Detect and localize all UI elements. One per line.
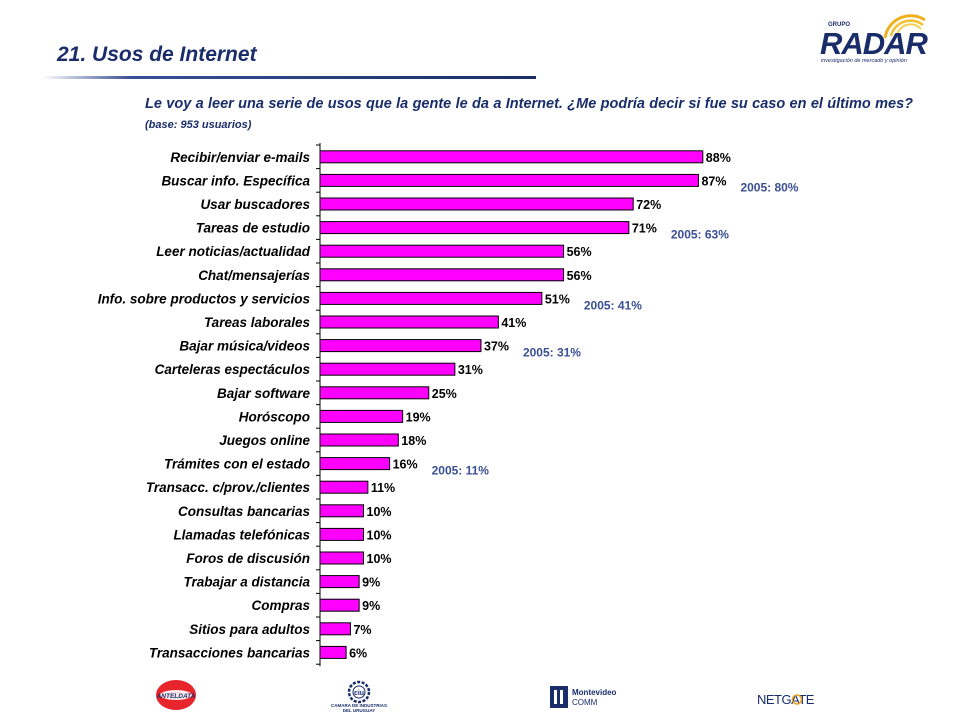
category-label: Recibir/enviar e-mails [170,150,310,165]
category-label: Compras [251,598,310,613]
bar [319,527,364,541]
category-label: Transacciones bancarias [149,645,311,660]
netgate-text: NETGATE [757,692,815,707]
category-label: Carteleras espectáculos [155,362,311,377]
anteldata-text: ANTELDATA [156,693,196,700]
montevideo-line1: Montevideo [572,688,617,697]
question-base: (base: 953 usuarios) [145,119,252,131]
value-label: 10% [367,505,392,519]
value-label: 51% [545,292,570,306]
bar [319,221,630,235]
category-label: Llamadas telefónicas [173,527,310,542]
comparison-2005-label: 2005: 63% [671,228,729,242]
category-label: Trámites con el estado [164,457,310,472]
radar-tagline: investigación de mercado y opinión [821,58,907,64]
title-underline [42,76,536,79]
category-label: Foros de discusión [186,551,310,566]
ciu-text: CAMARA DE INDUSTRIAS DEL URUGUAY [330,703,388,713]
comparison-2005-label: 2005: 11% [432,464,490,478]
value-label: 6% [349,646,367,660]
bar [319,575,360,589]
category-label: Leer noticias/actualidad [156,244,311,259]
bar [319,433,399,447]
bar [319,480,369,494]
bar [319,598,360,612]
category-label: Chat/mensajerías [198,268,310,283]
radar-group-label: GRUPO [828,22,851,28]
category-label: Buscar info. Específica [161,173,310,188]
bar [319,339,482,353]
montevideo-line2: COMM [572,698,598,707]
value-label: 25% [432,387,457,401]
value-label: 10% [367,528,392,542]
ciu-mark: ciu [354,690,364,697]
category-label: Tareas laborales [204,315,311,330]
slide-title: 21. Usos de Internet [57,43,257,66]
value-label: 41% [501,316,526,330]
value-label: 9% [362,599,380,613]
bar [319,457,391,471]
value-label: 87% [701,174,726,188]
comparison-2005-label: 2005: 41% [584,298,642,312]
comparison-2005-label: 2005: 31% [523,346,581,360]
bar [319,504,364,518]
bar [319,362,456,376]
category-label: Juegos online [219,433,310,448]
bar [319,197,634,211]
ciu-logo: ciu CAMARA DE INDUSTRIAS DEL URUGUAY [328,678,390,718]
bar [319,551,364,565]
anteldata-logo: ANTELDATA [155,678,197,718]
value-label: 72% [636,198,661,212]
value-label: 56% [567,245,592,259]
bar [319,173,699,187]
category-label: Sitios para adultos [189,622,310,637]
value-label: 16% [393,458,418,472]
category-label: Tareas de estudio [196,221,310,236]
bar [319,409,404,423]
bar [319,291,543,305]
question-text: Le voy a leer una serie de usos que la g… [145,96,913,112]
value-label: 71% [632,222,657,236]
radar-logo: GRUPO RADAR investigación de mercado y o… [815,10,930,66]
category-label: Bajar música/videos [179,339,310,354]
value-label: 11% [371,481,395,495]
bar [319,315,499,329]
category-label: Bajar software [217,386,311,401]
radar-wordmark: RADAR [820,26,928,61]
bar [319,622,351,636]
value-label: 56% [567,269,592,283]
category-label: Trabajar a distancia [183,575,310,590]
value-label: 88% [706,151,731,165]
bar [319,386,430,400]
category-label: Transacc. c/prov./clientes [146,480,311,495]
bar [319,645,347,659]
value-label: 19% [406,410,431,424]
comparison-2005-label: 2005: 80% [740,180,798,194]
bar [319,244,565,258]
bar [319,268,565,282]
netgate-logo: NETGATE [755,678,825,718]
value-label: 37% [484,340,509,354]
survey-question: Le voy a leer una serie de usos que la g… [145,94,913,135]
radar-arcs-icon [883,14,926,39]
bar-chart: Recibir/enviar e-mails 88% Buscar info. Es… [98,143,799,667]
category-label: Horóscopo [239,409,310,424]
value-label: 31% [458,363,483,377]
category-label: Info. sobre productos y servicios [98,291,311,306]
value-label: 7% [353,623,371,637]
value-label: 10% [367,552,392,566]
montevideo-comm-logo: Montevideo COMM [548,678,628,718]
value-label: 18% [401,434,426,448]
category-label: Consultas bancarias [178,504,311,519]
value-label: 9% [362,576,380,590]
bar [319,150,704,164]
category-label: Usar buscadores [200,197,310,212]
